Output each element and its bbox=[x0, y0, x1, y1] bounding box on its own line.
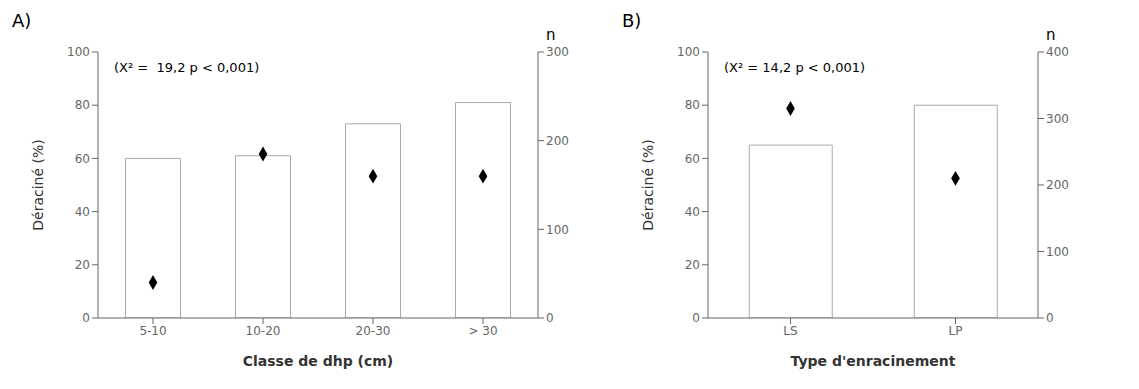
svg-text:40: 40 bbox=[75, 205, 90, 219]
html-text:n: n bbox=[1046, 26, 1056, 44]
svg-text:20: 20 bbox=[685, 258, 700, 272]
svg-text:> 30: > 30 bbox=[468, 324, 497, 338]
svg-text:100: 100 bbox=[546, 223, 569, 237]
html-text:n: n bbox=[546, 26, 556, 44]
svg-text:Déraciné (%): Déraciné (%) bbox=[640, 139, 656, 230]
svg-text:10-20: 10-20 bbox=[246, 324, 281, 338]
svg-text:Déraciné (%): Déraciné (%) bbox=[30, 139, 46, 230]
html-text:A): A) bbox=[12, 10, 32, 31]
svg-text:100: 100 bbox=[1046, 245, 1069, 259]
svg-text:0: 0 bbox=[82, 311, 90, 325]
svg-text:100: 100 bbox=[677, 45, 700, 59]
html-text:B): B) bbox=[622, 10, 642, 31]
svg-text:0: 0 bbox=[546, 311, 554, 325]
svg-text:5-10: 5-10 bbox=[139, 324, 166, 338]
svg-text:400: 400 bbox=[1046, 45, 1069, 59]
svg-text:80: 80 bbox=[75, 98, 90, 112]
svg-text:0: 0 bbox=[692, 311, 700, 325]
svg-text:LP: LP bbox=[949, 324, 963, 338]
svg-text:200: 200 bbox=[546, 134, 569, 148]
html-text:(X² = 19,2 p < 0,001): (X² = 19,2 p < 0,001) bbox=[114, 60, 260, 75]
html-text:(X² = 14,2 p < 0,001): (X² = 14,2 p < 0,001) bbox=[724, 60, 866, 75]
svg-text:300: 300 bbox=[1046, 112, 1069, 126]
svg-text:300: 300 bbox=[546, 45, 569, 59]
svg-text:60: 60 bbox=[75, 152, 90, 166]
svg-text:40: 40 bbox=[685, 205, 700, 219]
svg-text:Classe de dhp (cm): Classe de dhp (cm) bbox=[243, 353, 394, 369]
svg-text:60: 60 bbox=[685, 152, 700, 166]
svg-text:20: 20 bbox=[75, 258, 90, 272]
svg-text:80: 80 bbox=[685, 98, 700, 112]
svg-text:LS: LS bbox=[783, 324, 797, 338]
svg-text:20-30: 20-30 bbox=[356, 324, 391, 338]
svg-text:100: 100 bbox=[67, 45, 90, 59]
svg-text:0: 0 bbox=[1046, 311, 1054, 325]
svg-text:Type d'enracinement: Type d'enracinement bbox=[791, 353, 956, 369]
svg-text:200: 200 bbox=[1046, 178, 1069, 192]
